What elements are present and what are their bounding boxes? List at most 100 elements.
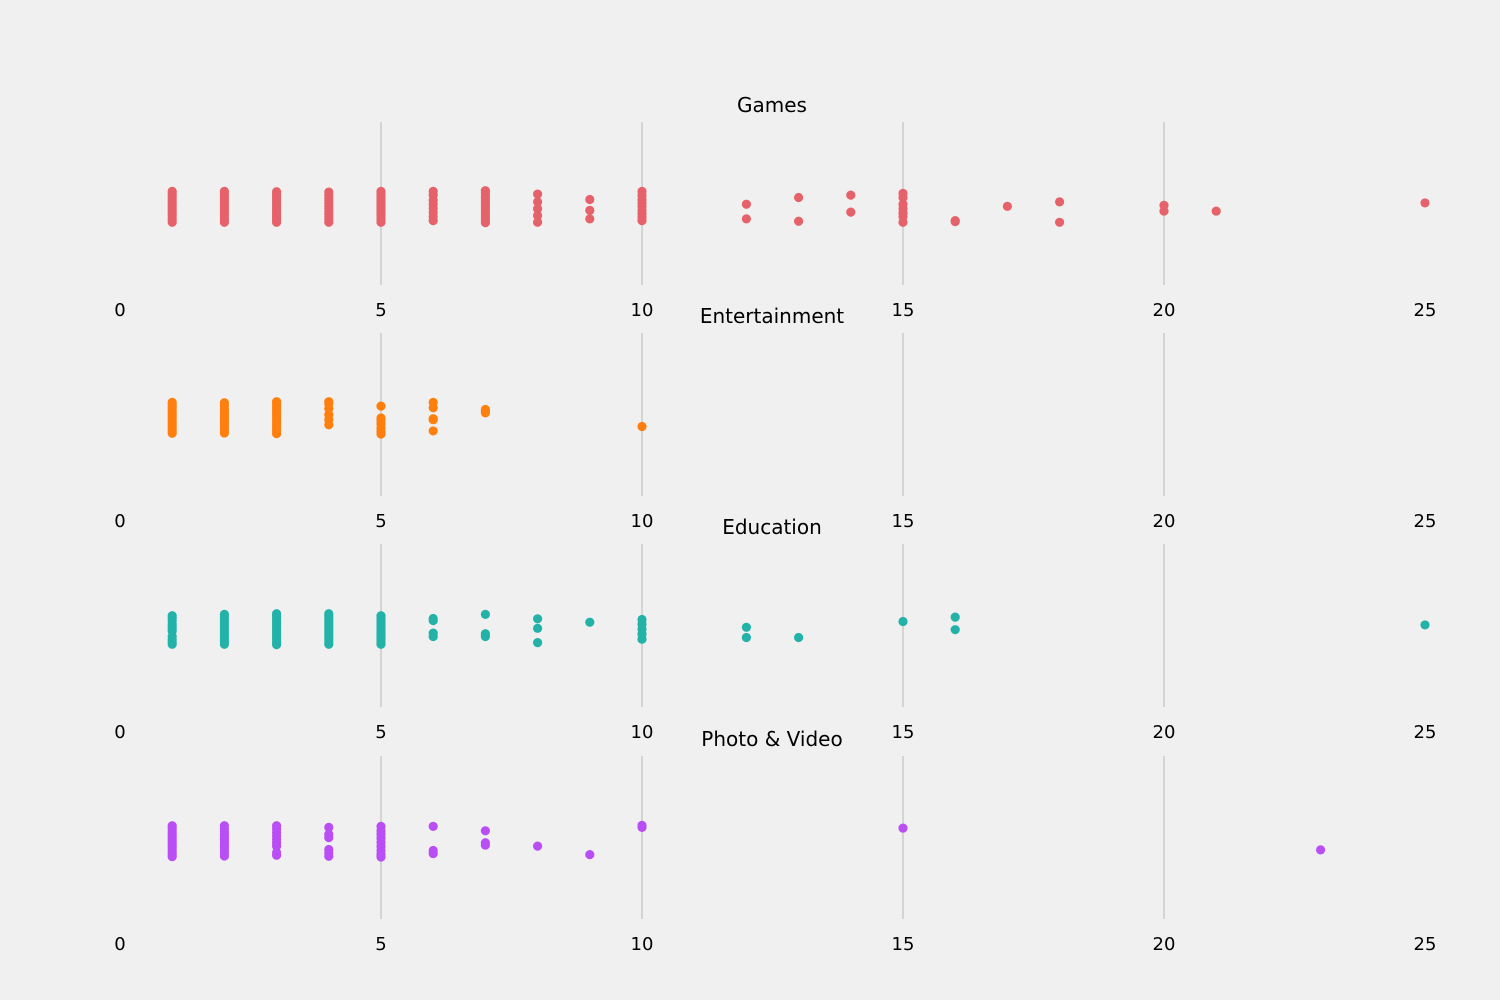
data-point xyxy=(1055,217,1065,227)
data-point xyxy=(428,845,438,856)
data-point xyxy=(533,638,543,648)
x-tick-label: 0 xyxy=(114,511,125,532)
data-point xyxy=(324,829,334,839)
data-point xyxy=(585,194,595,205)
panel-entertainment: Entertainment 0 5 10 15 20 25 xyxy=(114,304,1436,532)
data-point xyxy=(950,217,960,227)
data-point xyxy=(376,611,386,621)
data-point xyxy=(1055,197,1065,207)
x-tick-label: 20 xyxy=(1153,300,1176,321)
x-tick-label: 5 xyxy=(375,511,386,532)
data-point xyxy=(219,821,229,831)
data-point xyxy=(376,186,386,196)
x-tick-label: 25 xyxy=(1414,511,1437,532)
data-point xyxy=(428,397,438,407)
data-point xyxy=(898,823,908,833)
x-tick-label: 10 xyxy=(631,934,654,955)
x-tick-label: 10 xyxy=(631,300,654,321)
data-point xyxy=(533,623,543,633)
data-point xyxy=(533,217,543,227)
data-point xyxy=(1211,206,1221,216)
data-point xyxy=(428,613,438,624)
data-point xyxy=(480,629,490,639)
data-point xyxy=(324,187,334,197)
data-point xyxy=(480,838,490,848)
x-tick-label: 5 xyxy=(375,722,386,743)
data-point xyxy=(794,192,804,203)
data-point xyxy=(585,214,595,224)
data-point xyxy=(376,413,386,423)
data-point xyxy=(533,841,543,851)
data-point xyxy=(637,820,647,830)
x-tick-label: 0 xyxy=(114,722,125,743)
data-point xyxy=(741,622,752,632)
data-point xyxy=(846,190,856,200)
x-tick-label: 5 xyxy=(375,934,386,955)
data-point xyxy=(324,609,334,619)
x-tick-label: 0 xyxy=(114,300,125,321)
data-point xyxy=(167,611,177,621)
data-point xyxy=(480,186,490,196)
data-point xyxy=(846,207,856,217)
data-point xyxy=(376,401,386,411)
data-point xyxy=(950,612,960,622)
data-point xyxy=(324,822,334,833)
data-point xyxy=(533,614,543,624)
data-point xyxy=(1420,198,1430,208)
x-tick-label: 25 xyxy=(1414,300,1437,321)
panel-title: Photo & Video xyxy=(701,727,842,751)
data-point xyxy=(428,414,438,424)
data-point xyxy=(272,609,282,619)
data-point xyxy=(428,426,438,436)
panel-games: Games 0 5 10 15 20 25 xyxy=(114,93,1436,321)
x-tick-label: 20 xyxy=(1153,934,1176,955)
data-point xyxy=(741,632,752,643)
panel-photo-video: Photo & Video 0 5 10 15 20 25 xyxy=(114,727,1436,955)
data-point xyxy=(898,199,908,209)
data-point xyxy=(637,421,647,432)
data-point xyxy=(272,821,282,831)
data-point xyxy=(219,398,229,408)
data-point xyxy=(950,625,960,635)
data-point xyxy=(428,821,438,831)
data-point xyxy=(637,614,647,625)
data-point xyxy=(272,397,282,407)
data-point xyxy=(533,197,543,207)
data-point xyxy=(741,199,752,209)
data-point xyxy=(167,186,177,196)
data-point xyxy=(219,609,229,619)
data-point xyxy=(167,821,177,831)
panel-title: Games xyxy=(737,93,807,117)
x-tick-label: 5 xyxy=(375,300,386,321)
data-point xyxy=(272,847,282,858)
data-point xyxy=(219,186,229,196)
data-point xyxy=(585,850,595,860)
data-point xyxy=(480,404,490,415)
x-tick-label: 15 xyxy=(892,934,915,955)
data-point xyxy=(898,188,908,198)
data-point xyxy=(898,616,908,627)
data-point xyxy=(533,204,543,214)
x-tick-label: 20 xyxy=(1153,722,1176,743)
data-point xyxy=(794,216,804,226)
data-point xyxy=(533,189,543,199)
panel-title: Entertainment xyxy=(700,304,844,328)
x-tick-label: 0 xyxy=(114,934,125,955)
x-tick-label: 20 xyxy=(1153,511,1176,532)
data-point xyxy=(272,187,282,197)
data-point xyxy=(167,397,177,407)
data-point xyxy=(480,609,490,619)
x-tick-label: 15 xyxy=(892,722,915,743)
data-point xyxy=(1159,200,1169,210)
data-point xyxy=(741,214,752,224)
data-point xyxy=(428,186,438,196)
data-point xyxy=(324,397,334,407)
data-point xyxy=(533,210,543,221)
data-point xyxy=(376,821,386,831)
x-tick-label: 25 xyxy=(1414,722,1437,743)
x-tick-label: 10 xyxy=(631,722,654,743)
data-point xyxy=(637,186,647,196)
x-tick-label: 25 xyxy=(1414,934,1437,955)
x-tick-label: 15 xyxy=(892,300,915,321)
